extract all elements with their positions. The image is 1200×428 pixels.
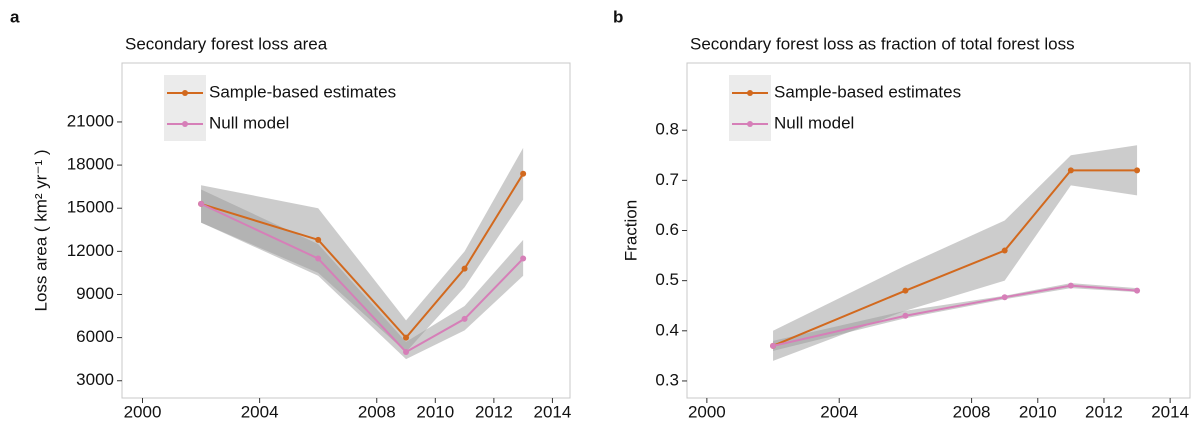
x-tick-label: 2014 — [534, 402, 572, 421]
data-point — [403, 334, 410, 341]
data-point — [403, 348, 410, 355]
y-tick-label: 15000 — [67, 198, 114, 217]
x-tick-label: 2012 — [1085, 402, 1123, 421]
y-tick-label: 0.8 — [655, 120, 679, 139]
y-tick-label: 0.4 — [655, 320, 679, 339]
data-point — [315, 236, 322, 243]
y-tick-label: 6000 — [76, 327, 114, 346]
x-tick-label: 2010 — [1019, 402, 1057, 421]
y-tick-label: 0.3 — [655, 370, 679, 389]
x-tick-label: 2004 — [820, 402, 858, 421]
x-tick-label: 2010 — [416, 402, 454, 421]
panel-label: b — [613, 7, 623, 26]
x-tick-label: 2008 — [953, 402, 991, 421]
x-tick-label: 2014 — [1151, 402, 1189, 421]
y-tick-label: 3000 — [76, 370, 114, 389]
data-point — [461, 265, 468, 272]
y-axis-label: Fraction — [621, 200, 640, 261]
data-point — [198, 200, 205, 207]
y-tick-label: 0.6 — [655, 220, 679, 239]
legend-marker — [182, 121, 188, 127]
data-point — [520, 170, 527, 177]
legend-label: Null model — [774, 113, 854, 132]
confidence-band — [773, 283, 1138, 351]
y-tick-label: 21000 — [67, 111, 114, 130]
y-axis-label: Loss area ( km² yr⁻¹ ) — [31, 150, 50, 312]
data-point — [1067, 167, 1074, 174]
legend-label: Null model — [209, 113, 289, 132]
plot-frame — [121, 62, 571, 399]
data-point — [1134, 167, 1141, 174]
confidence-band — [201, 189, 524, 360]
x-tick-label: 2012 — [475, 402, 513, 421]
x-tick-label: 2004 — [241, 402, 279, 421]
y-tick-label: 18000 — [67, 155, 114, 174]
data-point — [1067, 282, 1074, 289]
data-point — [520, 255, 527, 262]
y-tick-label: 9000 — [76, 284, 114, 303]
chart-title: Secondary forest loss area — [125, 34, 328, 53]
y-tick-label: 0.7 — [655, 170, 679, 189]
data-point — [770, 342, 777, 349]
x-tick-label: 2000 — [124, 402, 162, 421]
confidence-band — [201, 147, 524, 352]
data-point — [1134, 287, 1141, 294]
data-point — [1001, 294, 1008, 301]
data-point — [902, 312, 909, 319]
x-tick-label: 2000 — [688, 402, 726, 421]
legend-marker — [182, 90, 188, 96]
legend-label: Sample-based estimates — [774, 82, 961, 101]
chart-title: Secondary forest loss as fraction of tot… — [690, 34, 1075, 53]
x-tick-label: 2008 — [358, 402, 396, 421]
panel-label: a — [10, 7, 20, 26]
data-point — [461, 315, 468, 322]
y-tick-label: 0.5 — [655, 270, 679, 289]
data-point — [1001, 247, 1008, 254]
legend-marker — [747, 90, 753, 96]
legend-label: Sample-based estimates — [209, 82, 396, 101]
data-point — [315, 255, 322, 262]
data-point — [902, 287, 909, 294]
legend-key-background — [729, 75, 771, 141]
y-tick-label: 12000 — [67, 241, 114, 260]
legend-key-background — [164, 75, 206, 141]
legend-marker — [747, 121, 753, 127]
